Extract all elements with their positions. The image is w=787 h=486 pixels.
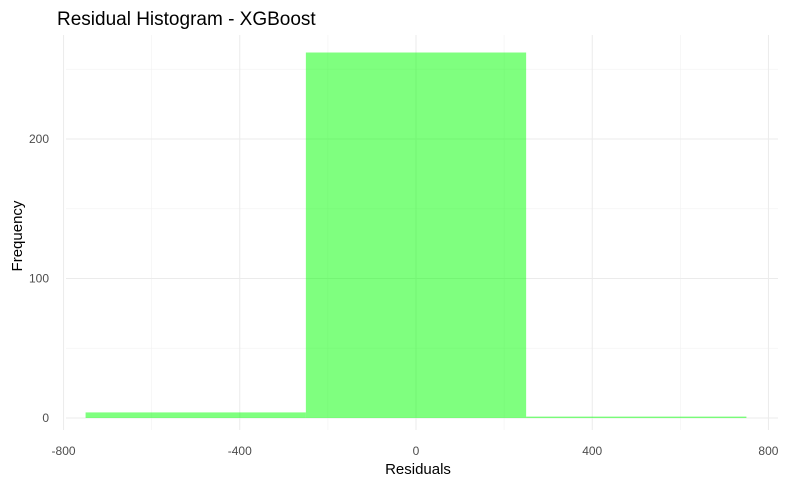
x-tick-label: 0 [413,444,420,458]
x-axis-ticks: -800 -400 0 400 800 [52,444,779,458]
y-tick-label: 0 [42,411,49,425]
x-axis-title: Residuals [385,461,451,478]
x-tick-label: -400 [228,444,252,458]
x-tick-label: 400 [582,444,602,458]
histogram-bar-2 [526,416,747,418]
histogram-bar-0 [85,412,306,418]
x-tick-label: 800 [758,444,778,458]
chart-title: Residual Histogram - XGBoost [57,9,316,30]
x-tick-label: -800 [52,444,76,458]
y-axis-title: Frequency [9,200,26,271]
y-tick-label: 200 [29,132,49,146]
y-tick-label: 100 [29,272,49,286]
histogram-bar-1 [305,52,527,418]
histogram-bars [85,52,747,418]
y-axis-ticks: 0 100 200 [29,132,49,425]
